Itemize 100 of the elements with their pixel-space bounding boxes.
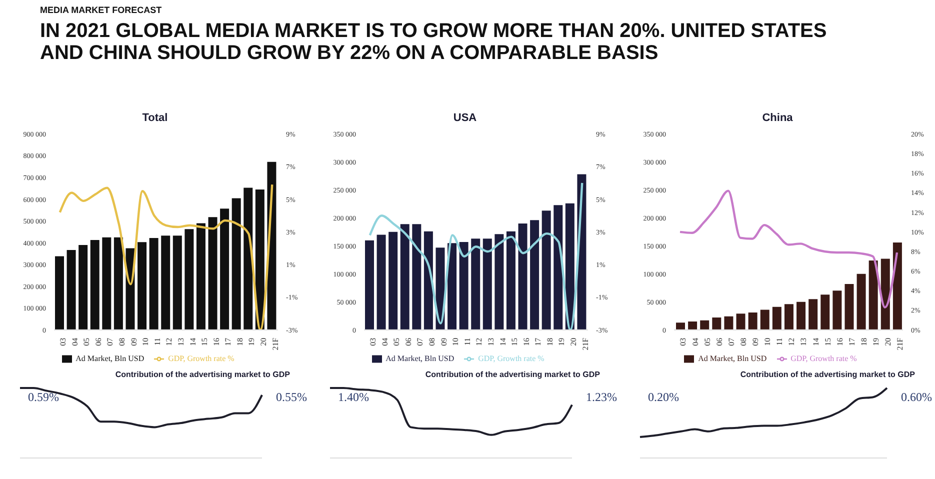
bar bbox=[688, 321, 698, 330]
bar bbox=[365, 240, 374, 330]
text: IN 2021 GLOBAL MEDIA MARKET IS TO GROW MORE THAN 20%. UNITED STATES AND CHINA SHOULD GROW BY 22% ON A COMPARABLE BASIS bbox=[40, 20, 828, 64]
bar bbox=[796, 302, 806, 330]
x-tick-label: 12 bbox=[164, 338, 174, 346]
legend-label: GDP, Growth rate % bbox=[790, 354, 857, 363]
x-tick-label: 08 bbox=[118, 338, 127, 346]
text: 0.60% bbox=[901, 390, 932, 405]
bar bbox=[220, 208, 230, 330]
x-tick-label: 18 bbox=[859, 338, 868, 346]
text: 1.23% bbox=[586, 390, 617, 405]
bar bbox=[772, 306, 782, 330]
bar bbox=[78, 244, 88, 330]
x-tick-label: 11 bbox=[152, 338, 162, 346]
bar bbox=[832, 290, 842, 330]
bar bbox=[255, 189, 264, 330]
bar bbox=[424, 231, 433, 330]
line-series bbox=[678, 190, 898, 308]
bar bbox=[448, 243, 457, 330]
bar bbox=[880, 258, 890, 330]
x-tick-label: 19 bbox=[872, 338, 881, 346]
chart-title: Contribution of the advertising market to GDP bbox=[739, 370, 916, 381]
legend-label: Ad Market, Bln USD bbox=[698, 354, 767, 363]
x-tick-label: 06 bbox=[404, 338, 413, 346]
bar bbox=[856, 274, 866, 330]
bar bbox=[494, 234, 504, 330]
bar bbox=[184, 229, 194, 330]
x-tick-label: 21F bbox=[580, 337, 590, 350]
bar bbox=[736, 314, 746, 330]
x-tick-label: 15 bbox=[510, 338, 520, 346]
bar bbox=[748, 312, 758, 330]
x-tick-label: 07 bbox=[726, 338, 736, 346]
x-tick-label: 10 bbox=[141, 338, 150, 346]
x-tick-label: 05 bbox=[702, 338, 712, 346]
x-tick-label: 08 bbox=[428, 338, 437, 346]
bar bbox=[90, 240, 100, 330]
bar bbox=[482, 238, 492, 330]
x-tick-label: 15 bbox=[200, 338, 210, 346]
x-tick-label: 20 bbox=[568, 338, 578, 346]
x-tick-label: 10 bbox=[763, 338, 772, 346]
bar bbox=[712, 318, 722, 330]
x-tick-label: 18 bbox=[545, 338, 554, 346]
bar bbox=[892, 242, 902, 330]
x-tick-label: 19 bbox=[557, 338, 566, 346]
legend-label: Ad Market, Bln USD bbox=[76, 354, 144, 363]
x-tick-label: 07 bbox=[416, 338, 425, 346]
bar bbox=[400, 224, 410, 330]
x-tick-label: 12 bbox=[787, 338, 796, 346]
x-tick-label: 07 bbox=[106, 338, 115, 346]
bar bbox=[676, 322, 685, 330]
x-tick-label: 09 bbox=[129, 338, 138, 346]
bar bbox=[471, 238, 480, 330]
text: 0.55% bbox=[276, 390, 307, 405]
x-tick-label: 12 bbox=[474, 338, 484, 346]
x-tick-label: 17 bbox=[534, 338, 543, 346]
x-tick-label: 06 bbox=[714, 338, 724, 346]
x-tick-label: 03 bbox=[678, 338, 688, 346]
x-tick-label: 05 bbox=[392, 338, 402, 346]
x-tick-label: 20 bbox=[884, 338, 893, 346]
x-tick-label: 17 bbox=[847, 338, 856, 346]
x-tick-label: 14 bbox=[811, 338, 820, 346]
line-series bbox=[58, 183, 274, 330]
bar bbox=[760, 310, 770, 330]
x-tick-label: 13 bbox=[486, 338, 496, 346]
chart-title: Contribution of the advertising market to GDP bbox=[424, 370, 601, 381]
bar bbox=[161, 236, 170, 330]
bar bbox=[518, 224, 528, 330]
x-tick-label: 03 bbox=[368, 338, 378, 346]
bar bbox=[172, 236, 182, 330]
x-tick-label: 14 bbox=[498, 338, 508, 346]
x-tick-label: 11 bbox=[462, 338, 472, 346]
legend-label: GDP, Growth rate % bbox=[168, 354, 234, 363]
bar bbox=[102, 237, 112, 330]
x-tick-label: 11 bbox=[775, 338, 784, 346]
annotation: 0.59% bbox=[28, 390, 59, 405]
bar bbox=[232, 198, 241, 330]
bar bbox=[208, 217, 218, 330]
bar bbox=[244, 188, 253, 330]
x-tick-label: 09 bbox=[751, 338, 760, 346]
x-tick-label: 13 bbox=[799, 338, 808, 346]
text: MEDIA MARKET FORECAST bbox=[40, 4, 163, 16]
x-tick-label: 17 bbox=[224, 338, 233, 346]
x-tick-label: 13 bbox=[176, 338, 186, 346]
chart-title: Contribution of the advertising market to GDP bbox=[114, 370, 291, 381]
x-tick-label: 16 bbox=[212, 338, 221, 346]
x-tick-label: 05 bbox=[82, 338, 92, 346]
x-tick-label: 04 bbox=[70, 338, 80, 346]
bar bbox=[459, 242, 468, 330]
annotation: 0.20% bbox=[648, 390, 679, 405]
bar bbox=[506, 231, 516, 330]
x-tick-label: 03 bbox=[58, 338, 68, 346]
line-series bbox=[368, 182, 584, 330]
x-tick-label: 21F bbox=[896, 337, 905, 350]
bar bbox=[820, 294, 830, 330]
bar bbox=[138, 242, 147, 330]
bar bbox=[196, 223, 206, 330]
x-tick-label: 04 bbox=[690, 338, 700, 346]
x-tick-label: 04 bbox=[380, 338, 390, 346]
x-tick-label: 08 bbox=[738, 338, 748, 346]
legend-label: GDP, Growth rate % bbox=[478, 354, 544, 363]
